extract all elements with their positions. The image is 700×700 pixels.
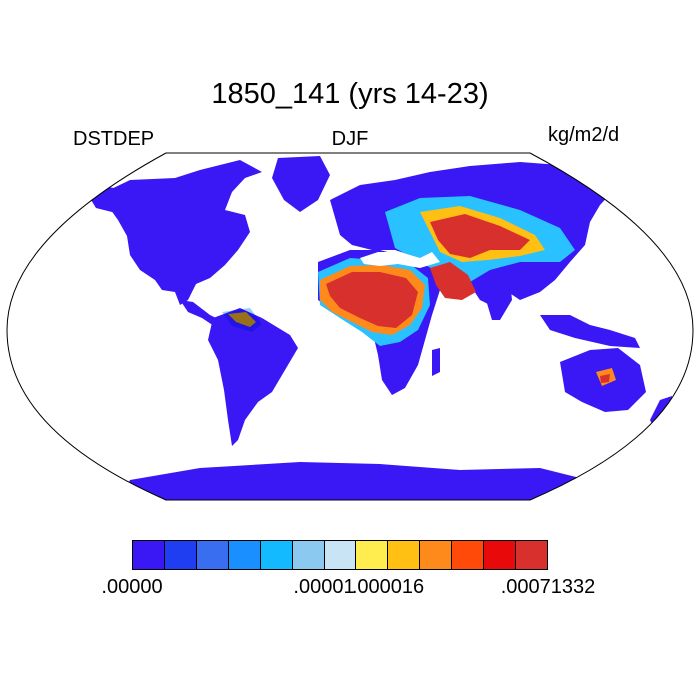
venezuela-halo — [222, 308, 262, 332]
variable-label: DSTDEP — [73, 128, 155, 150]
antarctica — [120, 462, 600, 500]
madagascar — [432, 348, 440, 376]
colorbar-box — [388, 541, 421, 569]
colorbar-box — [292, 541, 325, 569]
units-label: kg/m2/d — [548, 124, 620, 146]
colorbar — [132, 540, 548, 570]
globe-outline — [6, 152, 694, 501]
greenland — [272, 156, 330, 212]
colorbar-box — [228, 541, 261, 569]
india — [480, 280, 512, 320]
colorbar-box — [484, 541, 517, 569]
mediterranean — [360, 252, 440, 268]
plot-title: 1850_141 (yrs 14-23) — [211, 78, 489, 110]
central-america — [180, 300, 220, 326]
colorbar-box — [356, 541, 389, 569]
se-asia-islands — [540, 315, 640, 348]
colorbar-box — [196, 541, 229, 569]
colorbar-box — [516, 541, 547, 569]
colorbar-tick-label: .00001 — [293, 576, 355, 598]
eurasia-dust-core — [430, 214, 530, 258]
south-america — [208, 308, 298, 446]
colorbar-box — [260, 541, 293, 569]
colorbar-box — [324, 541, 357, 569]
colorbar-box — [452, 541, 485, 569]
arabia — [430, 262, 476, 300]
sahara-dust-core — [326, 272, 418, 328]
colorbar-box — [164, 541, 197, 569]
colorbar-box — [420, 541, 453, 569]
season-label: DJF — [331, 128, 369, 150]
colorbar-tick-label: .00000 — [101, 576, 163, 598]
north-america — [105, 160, 262, 305]
colorbar-tick-label: .00071332 — [500, 576, 596, 598]
colorbar-tick-label: .000016 — [351, 576, 425, 598]
colorbar-box — [133, 541, 165, 569]
australia-dust-core — [600, 374, 610, 383]
